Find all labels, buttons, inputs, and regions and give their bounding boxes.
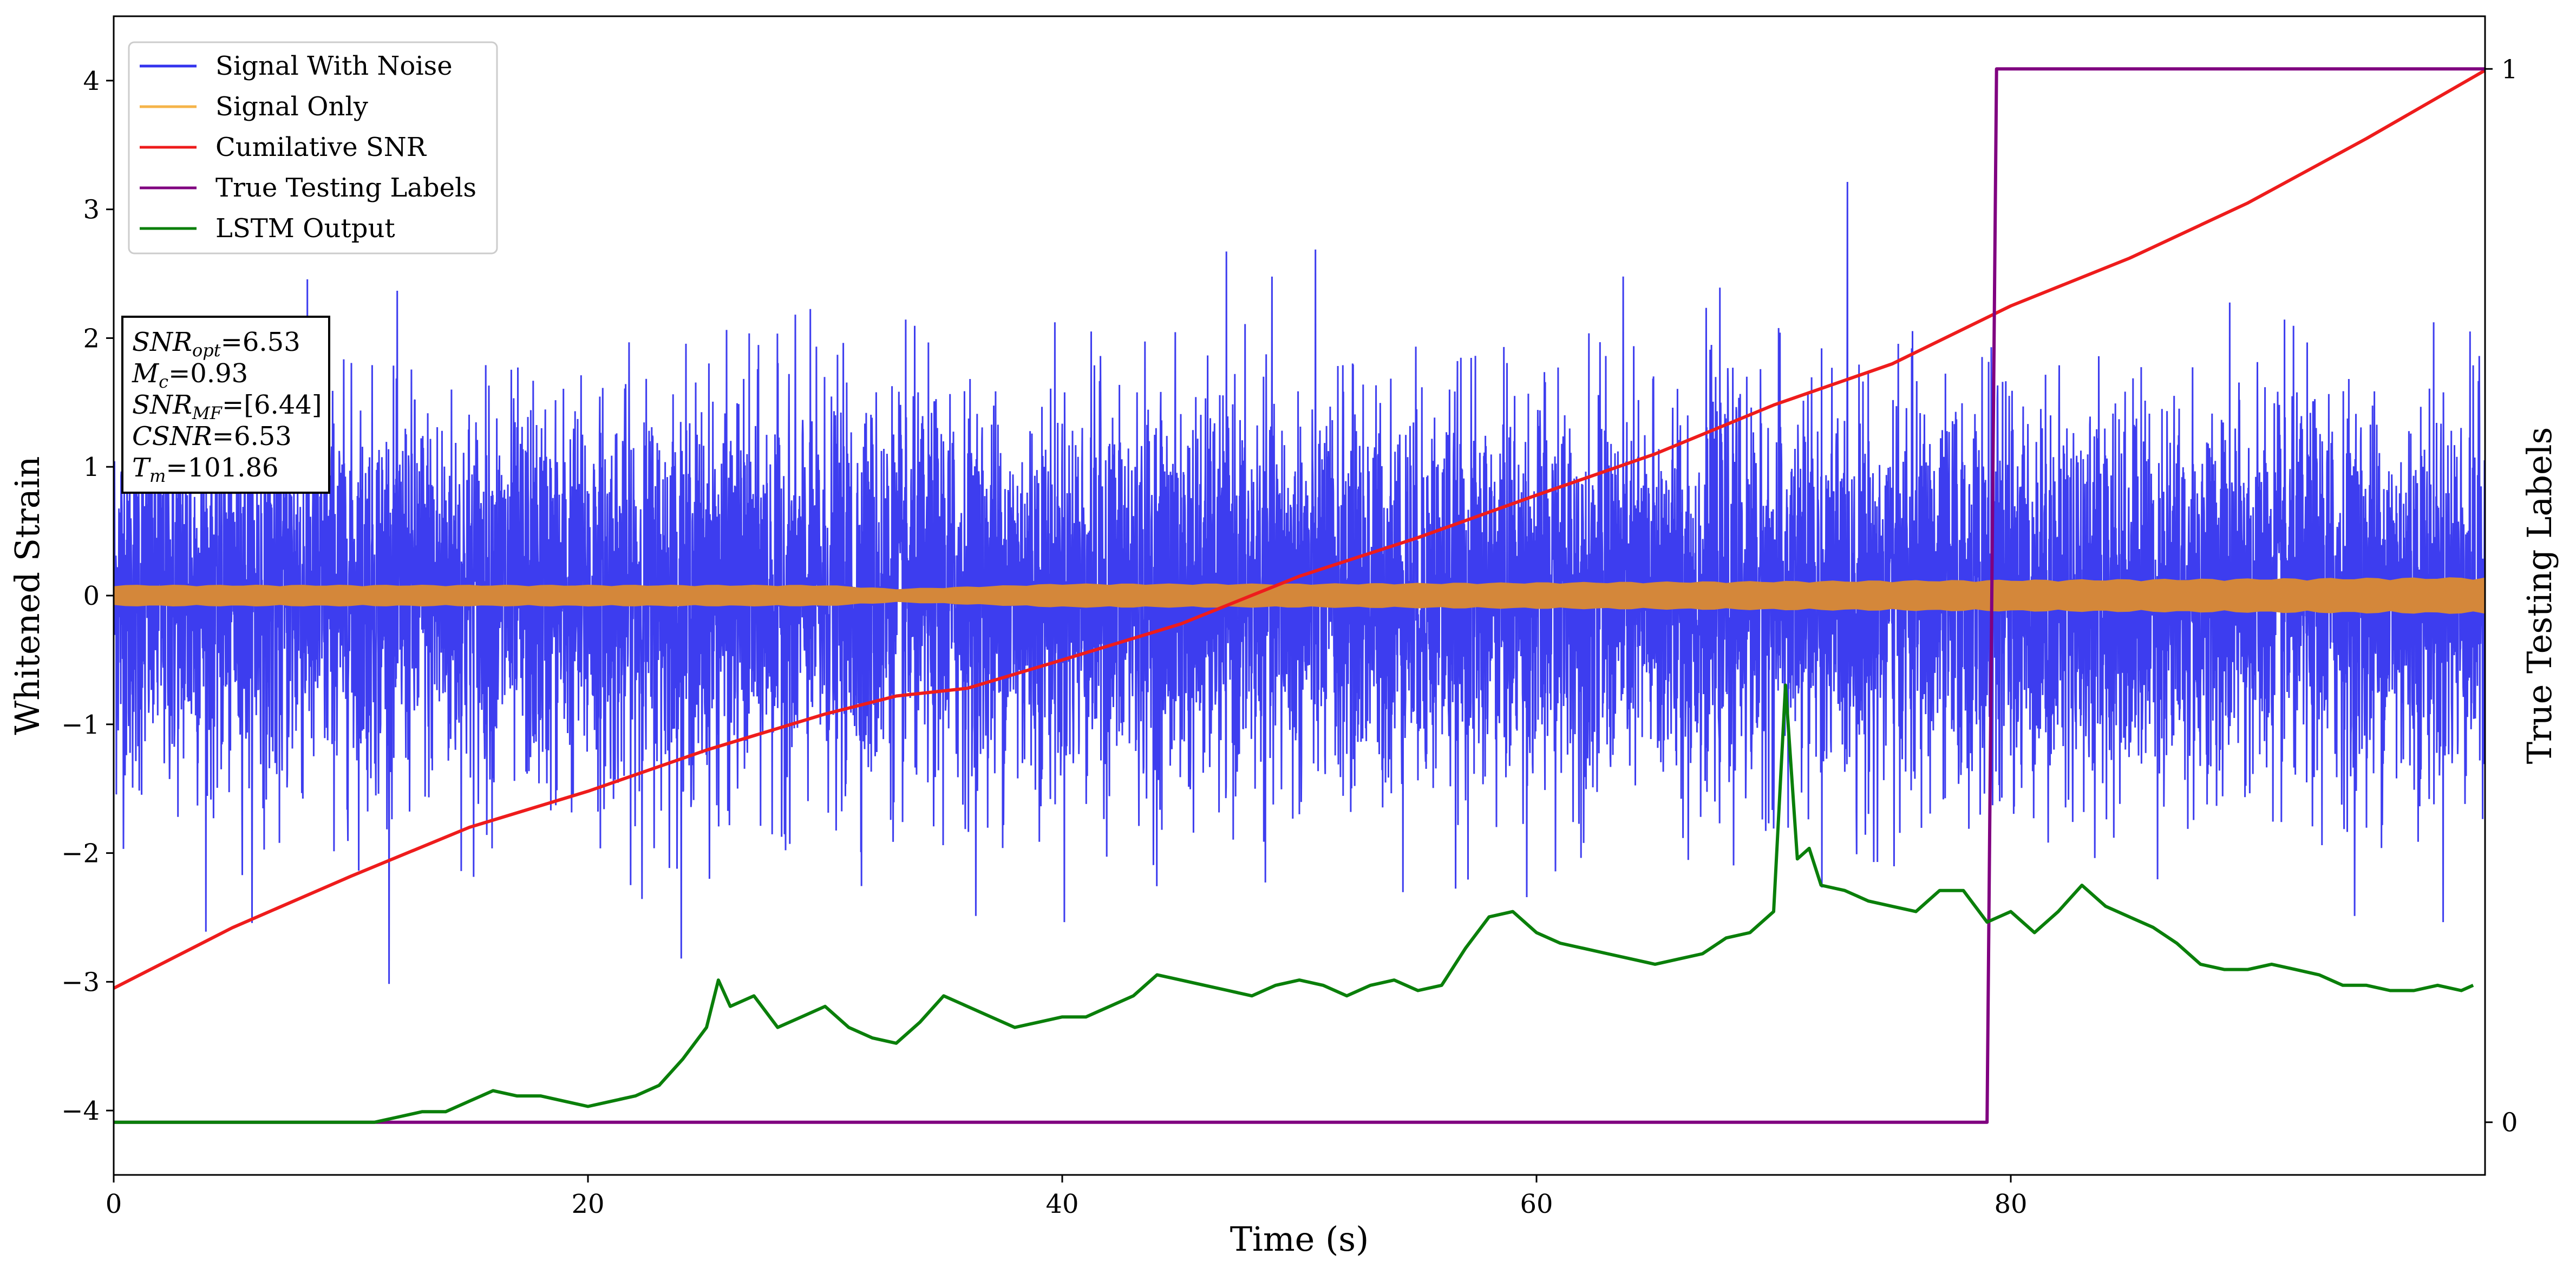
legend-label-signal-only: Signal Only <box>215 92 368 122</box>
labels-line <box>114 67 2485 1124</box>
x-axis: 0 20 40 60 80 <box>106 1175 2028 1219</box>
legend: Signal With Noise Signal Only Cumilative… <box>128 41 498 254</box>
x-tick-label: 0 <box>106 1189 122 1219</box>
y-tick-label: 0 <box>83 581 100 611</box>
lstm-line <box>114 683 2474 1124</box>
x-axis-label: Time (s) <box>1230 1219 1369 1259</box>
info-tm: Tm=101.86 <box>132 453 279 486</box>
y-axis-right: 01 <box>2485 54 2518 1138</box>
y-tick-label: −1 <box>61 710 100 740</box>
series-cumilative-snr <box>114 69 2485 990</box>
data-layer <box>114 67 2485 1124</box>
legend-label-true-testing-labels: True Testing Labels <box>215 173 476 203</box>
x-tick-label: 40 <box>1045 1189 1078 1219</box>
x-tick-label: 20 <box>571 1189 604 1219</box>
y-axis-left: −4 −3 −2 −1 0 1 2 3 4 <box>61 66 114 1126</box>
series-signal-only <box>114 577 2485 614</box>
series-lstm-output <box>114 683 2474 1124</box>
info-box-frame <box>121 316 330 494</box>
legend-label-signal-with-noise: Signal With Noise <box>215 51 453 81</box>
info-csnr: CSNR=6.53 <box>132 421 292 452</box>
y2-tick-label: 1 <box>2501 54 2518 84</box>
x-tick-label: 80 <box>1994 1189 2027 1219</box>
legend-frame <box>128 41 498 254</box>
y2-axis-label: True Testing Labels <box>2520 427 2559 765</box>
y-tick-label: −2 <box>61 839 100 869</box>
info-mc: Mc=0.93 <box>132 358 248 392</box>
y2-tick-label: 0 <box>2501 1108 2518 1138</box>
y-tick-label: 4 <box>83 66 100 96</box>
legend-label-cumilative-snr: Cumilative SNR <box>215 132 427 162</box>
y-tick-label: 1 <box>83 452 100 482</box>
y-tick-label: −3 <box>61 967 100 997</box>
info-box: SNRopt=6.53 Mc=0.93 SNRMF=[6.44] CSNR=6.… <box>121 316 330 494</box>
y-axis-label: Whitened Strain <box>8 456 47 735</box>
snr-line <box>114 69 2485 990</box>
y-tick-label: −4 <box>61 1096 100 1126</box>
signal-band <box>114 577 2485 614</box>
info-snr-opt: SNRopt=6.53 <box>132 327 300 361</box>
legend-label-lstm-output: LSTM Output <box>215 213 395 244</box>
y-tick-label: 3 <box>83 195 100 225</box>
y-tick-label: 2 <box>83 323 100 354</box>
x-tick-label: 60 <box>1520 1189 1553 1219</box>
info-snr-mf: SNRMF=[6.44] <box>132 390 322 423</box>
series-true-testing-labels <box>114 67 2485 1124</box>
